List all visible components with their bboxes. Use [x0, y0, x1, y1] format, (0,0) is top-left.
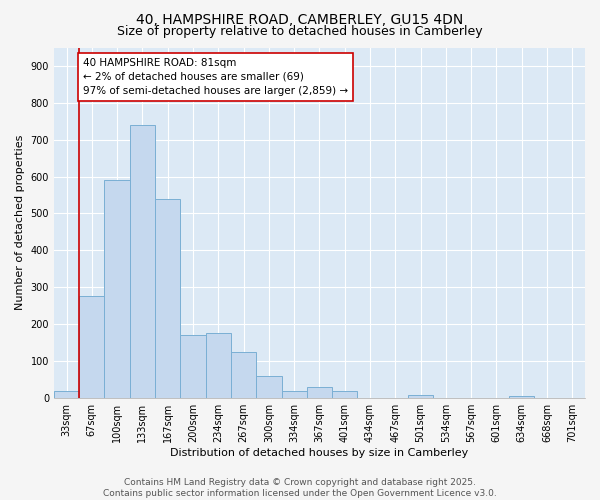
Bar — [307, 386, 332, 398]
Bar — [256, 376, 281, 398]
Text: Contains HM Land Registry data © Crown copyright and database right 2025.
Contai: Contains HM Land Registry data © Crown c… — [103, 478, 497, 498]
Bar — [281, 391, 307, 398]
Bar — [408, 395, 433, 398]
Bar — [104, 180, 130, 398]
Bar — [54, 391, 79, 398]
Bar — [231, 352, 256, 398]
Text: 40, HAMPSHIRE ROAD, CAMBERLEY, GU15 4DN: 40, HAMPSHIRE ROAD, CAMBERLEY, GU15 4DN — [136, 12, 464, 26]
Bar — [181, 335, 206, 398]
Bar — [509, 396, 535, 398]
Bar — [130, 125, 155, 398]
Bar — [332, 391, 358, 398]
Bar — [206, 333, 231, 398]
Bar — [155, 198, 181, 398]
X-axis label: Distribution of detached houses by size in Camberley: Distribution of detached houses by size … — [170, 448, 469, 458]
Text: 40 HAMPSHIRE ROAD: 81sqm
← 2% of detached houses are smaller (69)
97% of semi-de: 40 HAMPSHIRE ROAD: 81sqm ← 2% of detache… — [83, 58, 348, 96]
Y-axis label: Number of detached properties: Number of detached properties — [15, 135, 25, 310]
Text: Size of property relative to detached houses in Camberley: Size of property relative to detached ho… — [117, 25, 483, 38]
Bar — [79, 296, 104, 398]
